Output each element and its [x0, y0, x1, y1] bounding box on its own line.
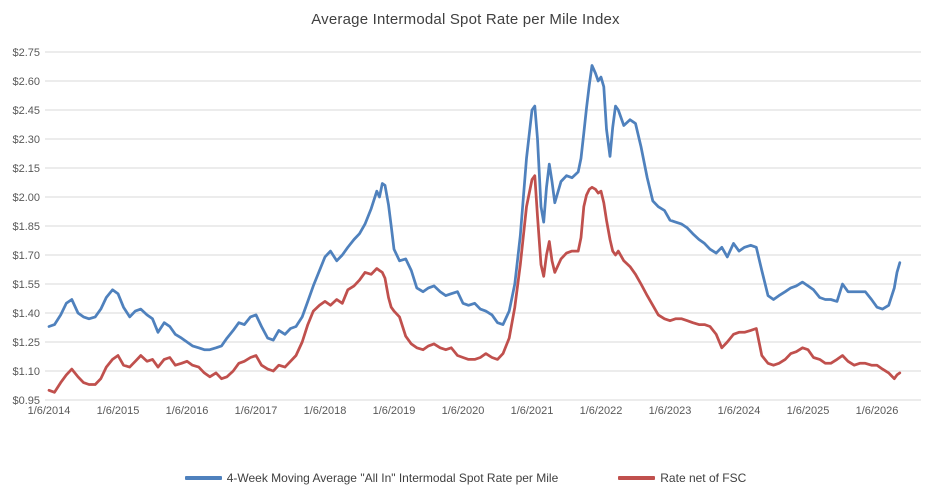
- y-axis-label: $1.70: [12, 250, 40, 262]
- x-axis-label: 1/6/2021: [511, 405, 554, 417]
- y-axis-label: $2.60: [12, 76, 40, 88]
- y-axis-label: $1.10: [12, 366, 40, 378]
- legend-label-net-fsc: Rate net of FSC: [660, 471, 747, 485]
- x-axis-label: 1/6/2018: [304, 405, 347, 417]
- x-axis-label: 1/6/2023: [649, 405, 692, 417]
- legend-label-all-in: 4-Week Moving Average "All In" Intermoda…: [226, 471, 559, 485]
- red-line-swatch: [618, 476, 656, 480]
- y-axis-label: $2.45: [12, 105, 40, 117]
- blue-line-swatch: [184, 476, 222, 480]
- y-axis-label: $2.30: [12, 134, 40, 146]
- y-axis-label: $1.55: [12, 279, 40, 291]
- x-axis-label: 1/6/2026: [856, 405, 899, 417]
- x-axis-label: 1/6/2020: [442, 405, 485, 417]
- y-axis-label: $2.00: [12, 192, 40, 204]
- legend-item-all-in: 4-Week Moving Average "All In" Intermoda…: [184, 471, 559, 485]
- x-axis-label: 1/6/2017: [235, 405, 278, 417]
- legend-item-net-fsc: Rate net of FSC: [618, 471, 746, 485]
- series-line-all-in: [47, 64, 902, 352]
- y-axis-label: $0.95: [12, 395, 40, 407]
- y-axis-label: $2.75: [12, 47, 40, 59]
- y-axis-label: $2.15: [12, 163, 40, 175]
- chart-plot-area: $2.75 $2.60 $2.45 $2.30 $2.15 $2.00 $1.85 $1.70…: [12, 47, 921, 417]
- x-axis-label: 1/6/2016: [166, 405, 209, 417]
- y-axis-label: $1.85: [12, 221, 40, 233]
- x-axis-label: 1/6/2025: [787, 405, 830, 417]
- x-axis-label: 1/6/2019: [373, 405, 416, 417]
- x-axis-label: 1/6/2024: [718, 405, 761, 417]
- x-axis-label: 1/6/2015: [97, 405, 140, 417]
- chart-title: Average Intermodal Spot Rate per Mile In…: [311, 11, 620, 28]
- chart-legend: 4-Week Moving Average "All In" Intermoda…: [0, 471, 931, 485]
- y-axis-label: $1.40: [12, 308, 40, 320]
- y-axis-label: $1.25: [12, 337, 40, 349]
- x-axis-label: 1/6/2022: [580, 405, 623, 417]
- series-line-net-fsc: [47, 174, 902, 394]
- x-axis-label: 1/6/2014: [28, 405, 71, 417]
